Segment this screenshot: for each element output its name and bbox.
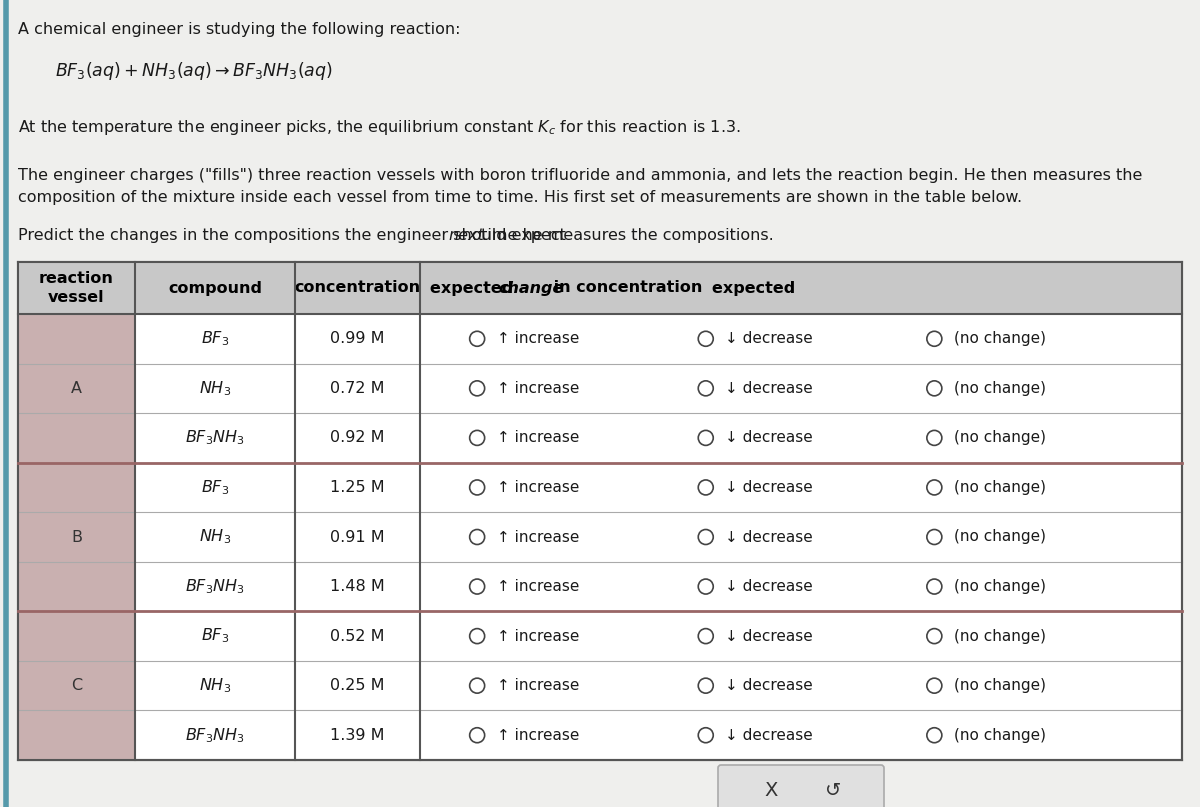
Text: A: A xyxy=(71,381,82,395)
FancyBboxPatch shape xyxy=(718,765,884,807)
Text: A chemical engineer is studying the following reaction:: A chemical engineer is studying the foll… xyxy=(18,22,461,37)
Text: ↑ increase: ↑ increase xyxy=(497,678,580,693)
Text: reaction
vessel: reaction vessel xyxy=(40,271,114,305)
Text: ↓ decrease: ↓ decrease xyxy=(725,728,814,742)
Text: $BF_3NH_3$: $BF_3NH_3$ xyxy=(185,725,245,745)
Text: ↓ decrease: ↓ decrease xyxy=(725,529,814,545)
Text: 1.25 M: 1.25 M xyxy=(330,480,385,495)
Text: (no change): (no change) xyxy=(954,678,1046,693)
Text: ↓ decrease: ↓ decrease xyxy=(725,579,814,594)
Text: $BF_3NH_3$: $BF_3NH_3$ xyxy=(185,577,245,596)
Text: 1.48 M: 1.48 M xyxy=(330,579,385,594)
Text: change: change xyxy=(498,281,563,295)
Text: ↑ increase: ↑ increase xyxy=(497,332,580,346)
Text: (no change): (no change) xyxy=(954,529,1046,545)
Text: (no change): (no change) xyxy=(954,480,1046,495)
FancyBboxPatch shape xyxy=(18,262,1182,760)
Text: $BF_3$: $BF_3$ xyxy=(200,478,229,497)
Text: $NH_3$: $NH_3$ xyxy=(199,528,232,546)
FancyBboxPatch shape xyxy=(18,612,134,760)
Text: $BF_3(aq)+NH_3(aq) \rightarrow BF_3NH_3(aq)$: $BF_3(aq)+NH_3(aq) \rightarrow BF_3NH_3(… xyxy=(55,60,332,82)
FancyBboxPatch shape xyxy=(18,262,1182,314)
Text: ↑ increase: ↑ increase xyxy=(497,728,580,742)
Text: concentration: concentration xyxy=(294,281,420,295)
Text: ↑ increase: ↑ increase xyxy=(497,629,580,644)
Text: expected: expected xyxy=(712,281,802,295)
Text: ↓ decrease: ↓ decrease xyxy=(725,332,814,346)
Text: Predict the changes in the compositions the engineer should expect: Predict the changes in the compositions … xyxy=(18,228,571,243)
Text: $BF_3$: $BF_3$ xyxy=(200,627,229,646)
Text: composition of the mixture inside each vessel from time to time. His first set o: composition of the mixture inside each v… xyxy=(18,190,1022,205)
Text: time he measures the compositions.: time he measures the compositions. xyxy=(476,228,774,243)
Text: ↑ increase: ↑ increase xyxy=(497,480,580,495)
Text: (no change): (no change) xyxy=(954,728,1046,742)
Text: ↓ decrease: ↓ decrease xyxy=(725,629,814,644)
Text: ↑ increase: ↑ increase xyxy=(497,381,580,395)
Text: C: C xyxy=(71,678,82,693)
Text: 0.99 M: 0.99 M xyxy=(330,332,385,346)
Text: compound: compound xyxy=(168,281,262,295)
Text: ↑ increase: ↑ increase xyxy=(497,430,580,445)
Text: ↓ decrease: ↓ decrease xyxy=(725,381,814,395)
Text: $NH_3$: $NH_3$ xyxy=(199,676,232,695)
Text: 0.52 M: 0.52 M xyxy=(330,629,385,644)
Text: $\circlearrowleft$: $\circlearrowleft$ xyxy=(821,780,841,800)
Text: expected: expected xyxy=(430,281,518,295)
Text: ↑ increase: ↑ increase xyxy=(497,579,580,594)
Text: next: next xyxy=(448,228,484,243)
Text: ↓ decrease: ↓ decrease xyxy=(725,480,814,495)
Text: (no change): (no change) xyxy=(954,381,1046,395)
FancyBboxPatch shape xyxy=(18,314,134,462)
Text: B: B xyxy=(71,529,82,545)
Text: $NH_3$: $NH_3$ xyxy=(199,379,232,398)
Text: $BF_3$: $BF_3$ xyxy=(200,329,229,348)
Text: (no change): (no change) xyxy=(954,430,1046,445)
Text: in concentration: in concentration xyxy=(548,281,702,295)
Text: ↓ decrease: ↓ decrease xyxy=(725,430,814,445)
Text: $BF_3NH_3$: $BF_3NH_3$ xyxy=(185,429,245,447)
Text: (no change): (no change) xyxy=(954,579,1046,594)
Text: (no change): (no change) xyxy=(954,629,1046,644)
Text: 1.39 M: 1.39 M xyxy=(330,728,385,742)
Text: X: X xyxy=(764,780,778,800)
Text: ↓ decrease: ↓ decrease xyxy=(725,678,814,693)
Text: ↑ increase: ↑ increase xyxy=(497,529,580,545)
Text: 0.92 M: 0.92 M xyxy=(330,430,385,445)
Text: The engineer charges ("fills") three reaction vessels with boron trifluoride and: The engineer charges ("fills") three rea… xyxy=(18,168,1142,183)
Text: (no change): (no change) xyxy=(954,332,1046,346)
Text: At the temperature the engineer picks, the equilibrium constant $K_c$ for this r: At the temperature the engineer picks, t… xyxy=(18,118,740,137)
Text: 0.25 M: 0.25 M xyxy=(330,678,385,693)
Text: 0.72 M: 0.72 M xyxy=(330,381,385,395)
Text: 0.91 M: 0.91 M xyxy=(330,529,385,545)
FancyBboxPatch shape xyxy=(18,462,134,612)
